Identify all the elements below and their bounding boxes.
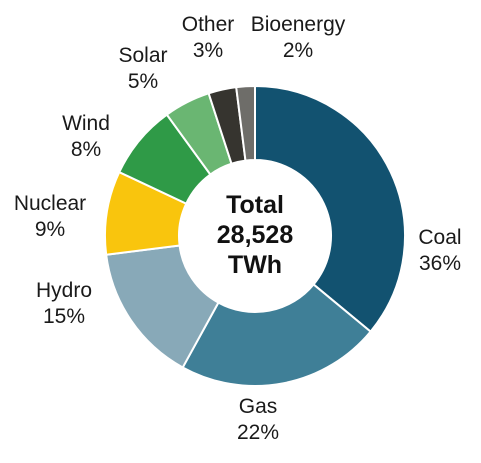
- slice-name-nuclear: Nuclear: [14, 192, 86, 215]
- slice-gas: [181, 283, 372, 387]
- center-total-value: 28,528: [217, 221, 294, 249]
- slice-percent-nuclear: 9%: [35, 218, 65, 241]
- slice-percent-gas: 22%: [237, 421, 279, 444]
- slice-percent-hydro: 15%: [43, 305, 85, 328]
- donut-slices: [104, 84, 406, 387]
- slice-name-coal: Coal: [418, 226, 461, 249]
- slice-percent-solar: 5%: [128, 70, 158, 93]
- slice-name-other: Other: [182, 13, 235, 36]
- slice-name-bioenergy: Bioenergy: [251, 13, 346, 36]
- slice-labels: Coal 36% Gas 22% Hydro 15% Nuclear 9% Wind 8% Sola…: [14, 13, 462, 444]
- slice-coal: [254, 84, 406, 334]
- slice-name-hydro: Hydro: [36, 279, 92, 302]
- center-total-label: Total: [226, 191, 284, 219]
- slice-name-solar: Solar: [118, 44, 167, 67]
- slice-percent-other: 3%: [193, 39, 223, 62]
- center-total-unit: TWh: [228, 251, 282, 279]
- slice-percent-wind: 8%: [71, 138, 101, 161]
- slice-bioenergy: [235, 84, 256, 162]
- slice-name-gas: Gas: [239, 395, 278, 418]
- slice-name-wind: Wind: [62, 112, 110, 135]
- slice-percent-coal: 36%: [419, 252, 461, 275]
- slice-percent-bioenergy: 2%: [283, 39, 313, 62]
